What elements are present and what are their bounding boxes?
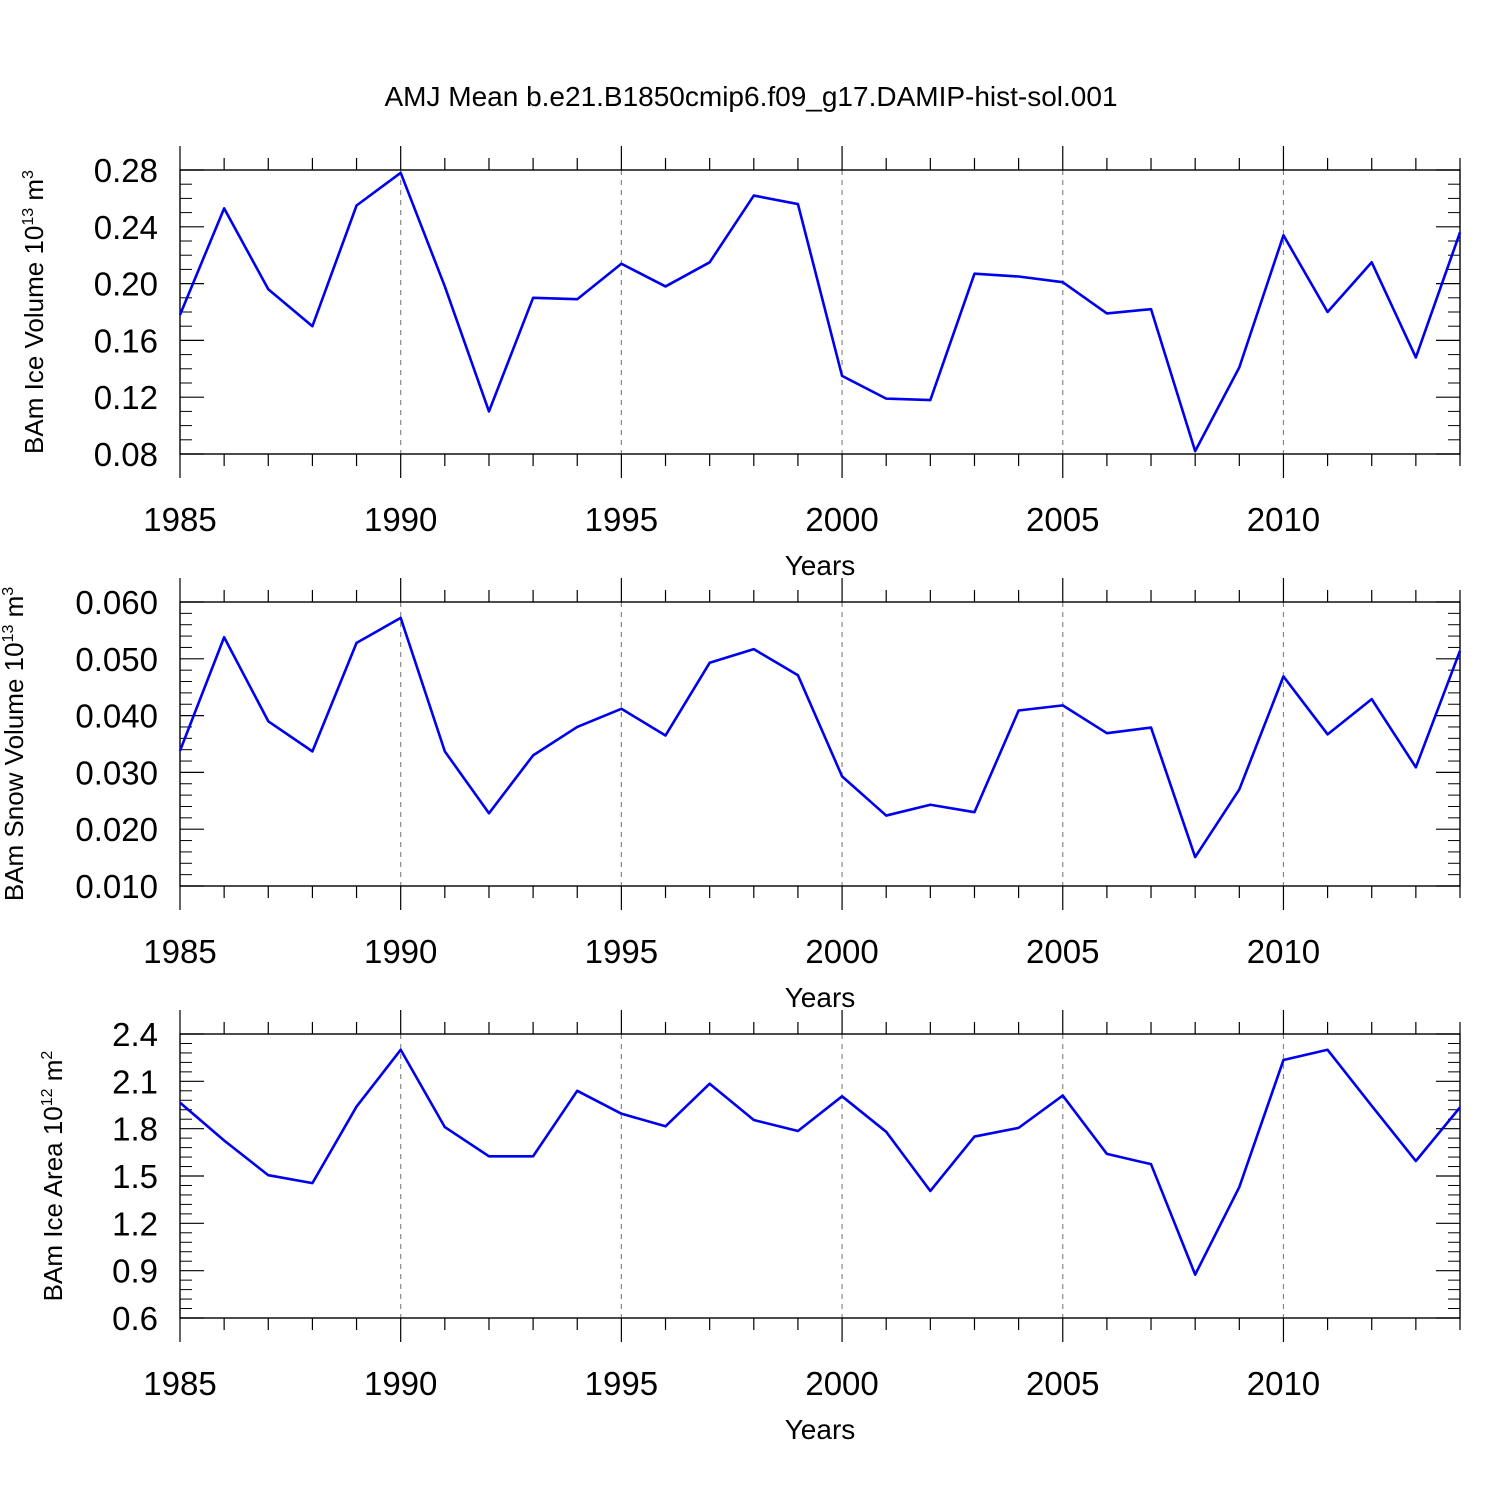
y-tick-label: 0.9 [112, 1253, 158, 1290]
series-line [178, 616, 1462, 859]
y-axis-title-ylabel-main: BAm Snow Volume 10 [0, 642, 29, 901]
x-tick-label: 2010 [1247, 501, 1320, 538]
y-axis-title-ylabel-unit-exp: 3 [20, 170, 37, 179]
y-axis-title: BAm Snow Volume 1013 m3 [0, 587, 29, 901]
x-tick-label: 1990 [364, 1365, 437, 1402]
y-axis-title-ylabel-unit: m [19, 179, 49, 208]
y-tick-label: 0.12 [94, 379, 158, 416]
y-axis-title-ylabel-unit: m [0, 596, 29, 625]
y-tick-label: 0.28 [94, 152, 158, 189]
x-tick-label: 1990 [364, 501, 437, 538]
x-axis-title: Years [785, 982, 856, 1013]
plot-frame [179, 601, 1461, 887]
y-axis-title-ylabel-unit-exp: 3 [0, 587, 17, 596]
y-axis-title-ylabel-main: BAm Ice Volume 10 [19, 226, 49, 454]
series-line [178, 171, 1462, 453]
x-tick-label: 2000 [805, 933, 878, 970]
y-tick-label: 0.08 [94, 436, 158, 473]
y-tick-label: 0.20 [94, 266, 158, 303]
y-tick-label: 0.030 [75, 754, 158, 791]
y-axis-title-ylabel-exp: 13 [20, 208, 37, 226]
y-axis-title-ylabel-exp: 12 [39, 1088, 56, 1106]
series-line [179, 1048, 1462, 1276]
x-tick-label: 1990 [364, 933, 437, 970]
y-tick-label: 1.2 [112, 1205, 158, 1242]
y-tick-label: 0.16 [94, 322, 158, 359]
y-tick-label: 0.24 [94, 209, 158, 246]
y-axis-title-ylabel-main: BAm Ice Area 10 [38, 1106, 68, 1301]
y-axis-title-ylabel-unit: m [38, 1060, 68, 1089]
y-tick-label: 0.060 [75, 584, 158, 621]
panel-3: 1985 1990 1995 2000 2005 2010 Years 0.6 0.9 1.2 1.… [38, 1010, 1462, 1445]
x-axis-title: Years [785, 550, 856, 581]
y-tick-label: 1.8 [112, 1111, 158, 1148]
panels: 1985 1990 1995 2000 2005 2010 Years 0.08 0.12 0.1… [0, 146, 1462, 1445]
x-tick-label: 2000 [805, 1365, 878, 1402]
x-tick-label: 1995 [585, 501, 658, 538]
panel-1: 1985 1990 1995 2000 2005 2010 Years 0.08 0.12 0.1… [19, 146, 1462, 581]
y-tick-label: 0.020 [75, 811, 158, 848]
y-tick-label: 0.6 [112, 1300, 158, 1337]
y-tick-label: 2.1 [112, 1063, 158, 1100]
y-axis-title-ylabel-exp: 13 [0, 625, 17, 643]
x-tick-label: 1995 [585, 933, 658, 970]
x-tick-label: 1995 [585, 1365, 658, 1402]
figure-title: AMJ Mean b.e21.B1850cmip6.f09_g17.DAMIP-… [384, 81, 1117, 112]
x-tick-label: 2010 [1247, 933, 1320, 970]
plot-frame [179, 169, 1461, 455]
x-tick-label: 1985 [143, 1365, 216, 1402]
y-tick-label: 2.4 [112, 1016, 158, 1053]
x-tick-label: 2010 [1247, 1365, 1320, 1402]
x-tick-label: 2005 [1026, 933, 1099, 970]
y-axis-title-ylabel-unit-exp: 2 [39, 1051, 56, 1060]
x-tick-label: 2000 [805, 501, 878, 538]
panel-2: 1985 1990 1995 2000 2005 2010 Years 0.010 0.020 0… [0, 578, 1462, 1013]
y-axis-title: BAm Ice Volume 1013 m3 [19, 170, 49, 454]
x-tick-label: 1985 [143, 933, 216, 970]
x-tick-label: 2005 [1026, 501, 1099, 538]
y-tick-label: 1.5 [112, 1158, 158, 1195]
y-tick-label: 0.010 [75, 868, 158, 905]
y-tick-label: 0.050 [75, 641, 158, 678]
x-tick-label: 2005 [1026, 1365, 1099, 1402]
x-tick-label: 1985 [143, 501, 216, 538]
y-axis-title: BAm Ice Area 1012 m2 [38, 1051, 68, 1302]
plot-frame [179, 1033, 1461, 1319]
x-axis-title: Years [785, 1414, 856, 1445]
y-tick-label: 0.040 [75, 698, 158, 735]
